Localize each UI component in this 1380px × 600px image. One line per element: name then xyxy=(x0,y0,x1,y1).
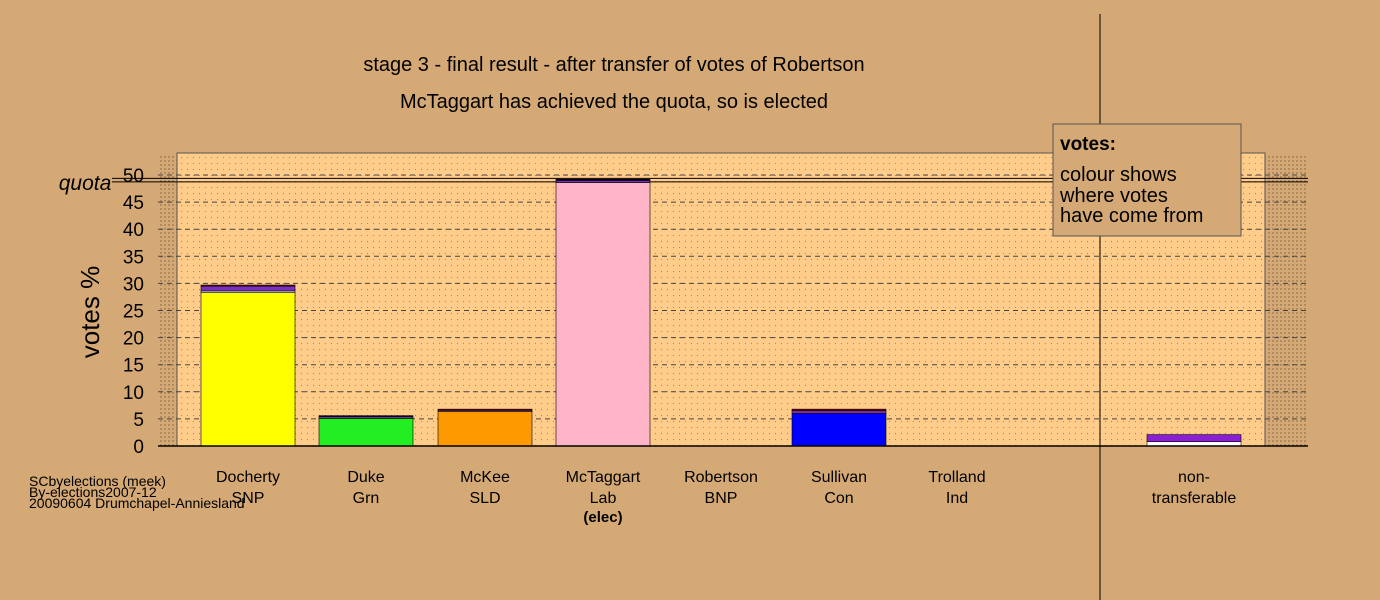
y-tick-label: 10 xyxy=(123,383,144,404)
legend-line-2: where votes xyxy=(1059,185,1168,207)
y-axis-label: votes % xyxy=(75,266,105,359)
footer-line-3: 20090604 Drumchapel-Anniesland xyxy=(29,495,245,511)
x-tick-labels: Docherty SNP Duke Grn McKee SLD McTaggart Lab (e… xyxy=(216,469,1236,526)
x-label-party: Lab xyxy=(590,490,617,507)
x-label-elected: (elec) xyxy=(583,509,622,526)
bar-segment xyxy=(791,408,887,412)
bar-8 xyxy=(1146,434,1242,447)
bar-segment xyxy=(318,418,414,447)
footer-line-1: SCbyelections (meek) xyxy=(29,473,166,489)
x-label-party: SLD xyxy=(469,490,500,507)
bars xyxy=(200,179,1242,447)
x-label-name: Duke xyxy=(347,469,384,486)
quota-label: quota xyxy=(59,172,112,195)
chart-title: stage 3 - final result - after transfer … xyxy=(363,54,864,76)
bar-segment xyxy=(555,180,651,183)
axes xyxy=(158,14,1308,600)
y-tick-label: 5 xyxy=(133,410,144,431)
bar-segment xyxy=(555,182,651,447)
x-label-party: Con xyxy=(824,490,853,507)
y-tick-label: 35 xyxy=(123,247,144,268)
bar-segment xyxy=(437,411,533,447)
x-label-party: Ind xyxy=(946,490,968,507)
y-tick-label: 30 xyxy=(123,274,144,295)
legend-title: votes: xyxy=(1060,134,1116,155)
legend-box xyxy=(1052,123,1242,237)
x-label-name: McKee xyxy=(460,469,510,486)
y-tick-label: 15 xyxy=(123,356,144,377)
y-tick-label: 50 xyxy=(123,166,144,187)
bar-segment xyxy=(200,285,296,292)
y-tick-label: 20 xyxy=(123,329,144,350)
x-label-party: Grn xyxy=(353,490,380,507)
legend-line-3: have come from xyxy=(1060,205,1203,227)
y-tick-label: 40 xyxy=(123,220,144,241)
y-tick-label: 45 xyxy=(123,193,144,214)
y-tick-label: 0 xyxy=(133,437,144,458)
bar-segment xyxy=(200,292,296,447)
footer-line-2: By-elections2007-12 xyxy=(29,484,157,500)
bar-segment xyxy=(437,408,533,411)
x-label-name: McTaggart xyxy=(566,469,641,486)
bar-4 xyxy=(555,179,651,447)
legend: votes: colour shows where votes have com… xyxy=(1052,123,1242,237)
x-label-name: Sullivan xyxy=(811,469,867,486)
bar-1 xyxy=(200,284,296,447)
bar-segment xyxy=(1146,434,1242,442)
bar-6 xyxy=(791,408,887,447)
legend-line-1: colour shows xyxy=(1060,164,1177,186)
chart-subtitle: McTaggart has achieved the quota, so is … xyxy=(400,91,828,113)
bar-segment xyxy=(318,415,414,418)
x-label-name: Docherty xyxy=(216,469,280,486)
bar-segment xyxy=(791,410,887,414)
bar-segment xyxy=(791,413,887,447)
x-label-name: non- xyxy=(1178,469,1210,486)
bar-3 xyxy=(437,408,533,447)
bar-2 xyxy=(318,415,414,447)
y-tick-labels: 0 5 10 15 20 25 30 35 40 45 50 xyxy=(123,166,144,458)
bar-segment xyxy=(555,179,651,181)
bar-segment xyxy=(200,284,296,287)
x-label-party: BNP xyxy=(705,490,738,507)
x-label-party: SNP xyxy=(232,490,265,507)
x-label-party: transferable xyxy=(1152,490,1237,507)
x-label-name: Robertson xyxy=(684,469,758,486)
x-label-name: Trolland xyxy=(928,469,985,486)
y-tick-label: 25 xyxy=(123,302,144,323)
